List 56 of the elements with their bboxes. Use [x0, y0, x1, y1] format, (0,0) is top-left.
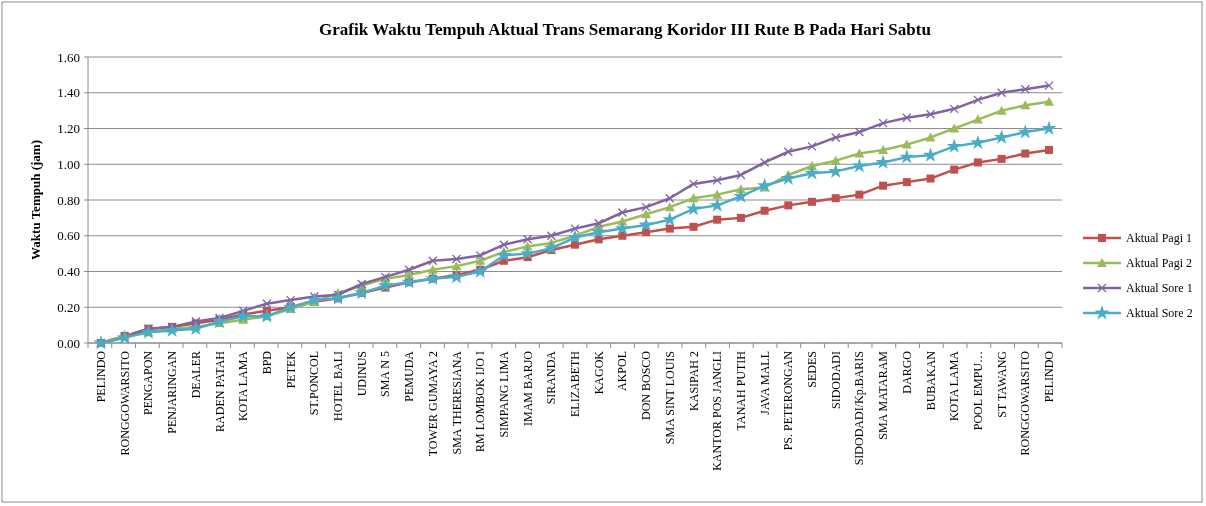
x-tick-label: UDINUS	[354, 351, 369, 397]
y-tick-label: 0.60	[57, 228, 80, 244]
x-tick-label: ST.PONCOL	[307, 351, 322, 416]
x-tick-label: PENJARINGAN	[165, 350, 180, 434]
x-tick-label: KOTA LAMA	[947, 350, 962, 422]
legend-label: Aktual Sore 2	[1126, 306, 1193, 321]
y-tick-label: 1.20	[57, 121, 80, 137]
x-tick-label: SMA MATARAM	[876, 350, 891, 440]
x-tick-label: PENGAPON	[141, 350, 156, 416]
x-tick-label: RONGGOWARSITO	[1018, 350, 1033, 456]
x-tick-label: SIDODADI/Kp.BARIS	[852, 351, 867, 466]
y-axis-title: Waktu Tempuh (jam)	[28, 140, 43, 260]
x-tick-label: TOWER GUMAYA 2	[425, 351, 440, 457]
x-tick-label: SIMPANG LIMA	[496, 350, 511, 438]
x-tick-label: DON BOSCO	[639, 350, 654, 421]
x-tick-label: POOL EMPU…	[970, 351, 985, 431]
y-tick-label: 0.80	[57, 192, 80, 208]
x-tick-label: PEMUDA	[402, 350, 417, 402]
x-tick-label: KASIPAH 2	[686, 351, 701, 411]
y-tick-label: 0.20	[57, 299, 80, 315]
x-tick-label: AKPOL	[615, 351, 630, 392]
x-tick-label: SIDODADI	[828, 351, 843, 409]
x-tick-label: RONGGOWARSITO	[117, 350, 132, 456]
y-tick-label: 1.40	[57, 85, 80, 101]
x-tick-label: TANAH PUTIH	[733, 350, 748, 431]
x-tick-label: ELIZABETH	[568, 350, 582, 417]
x-tick-label: KANTOR POS JANGLI	[710, 351, 725, 471]
y-tick-label: 1.00	[57, 156, 80, 172]
x-tick-label: RADEN PATAH	[212, 350, 227, 432]
x-tick-label: KAGOK	[591, 350, 606, 395]
x-tick-label: PELINDO	[94, 350, 108, 403]
x-tick-label: PETEK	[283, 350, 298, 389]
y-tick-label: 0.00	[57, 335, 80, 351]
legend-label: Aktual Sore 1	[1126, 281, 1193, 296]
x-tick-label: IMAM BARJO	[520, 350, 535, 427]
x-tick-label: JAVA MALL	[757, 351, 772, 415]
x-tick-label: BUBAKAN	[923, 350, 938, 411]
y-tick-label: 1.60	[57, 49, 80, 65]
x-tick-label: DEALER	[188, 351, 203, 399]
x-tick-label: DARGO	[899, 350, 914, 394]
y-tick-label: 0.40	[57, 264, 80, 280]
x-tick-label: SMA SINT LOUIS	[662, 351, 677, 445]
x-tick-label: PELINDO	[1042, 350, 1056, 403]
x-tick-label: KOTA LAMA	[236, 350, 251, 422]
chart-title: Grafik Waktu Tempuh Aktual Trans Semarang Koridor III Rute B Pada Hari Sabtu	[319, 20, 931, 39]
x-tick-label: HOTEL BALI	[331, 351, 345, 421]
x-tick-label: SIRANDA	[544, 350, 559, 405]
x-tick-label: RM LOMBOK IJO I	[473, 351, 488, 453]
x-tick-label: SEDES	[805, 351, 819, 388]
legend-label: Aktual Pagi 1	[1126, 231, 1192, 246]
x-tick-label: SMA THERESIANA	[449, 350, 464, 455]
x-tick-label: BPD	[259, 350, 274, 375]
legend-label: Aktual Pagi 2	[1126, 256, 1192, 271]
x-tick-label: ST TAWANG	[994, 350, 1009, 418]
x-tick-label: PS. PETERONGAN	[781, 350, 796, 451]
x-tick-label: SMA N 5	[378, 351, 393, 398]
